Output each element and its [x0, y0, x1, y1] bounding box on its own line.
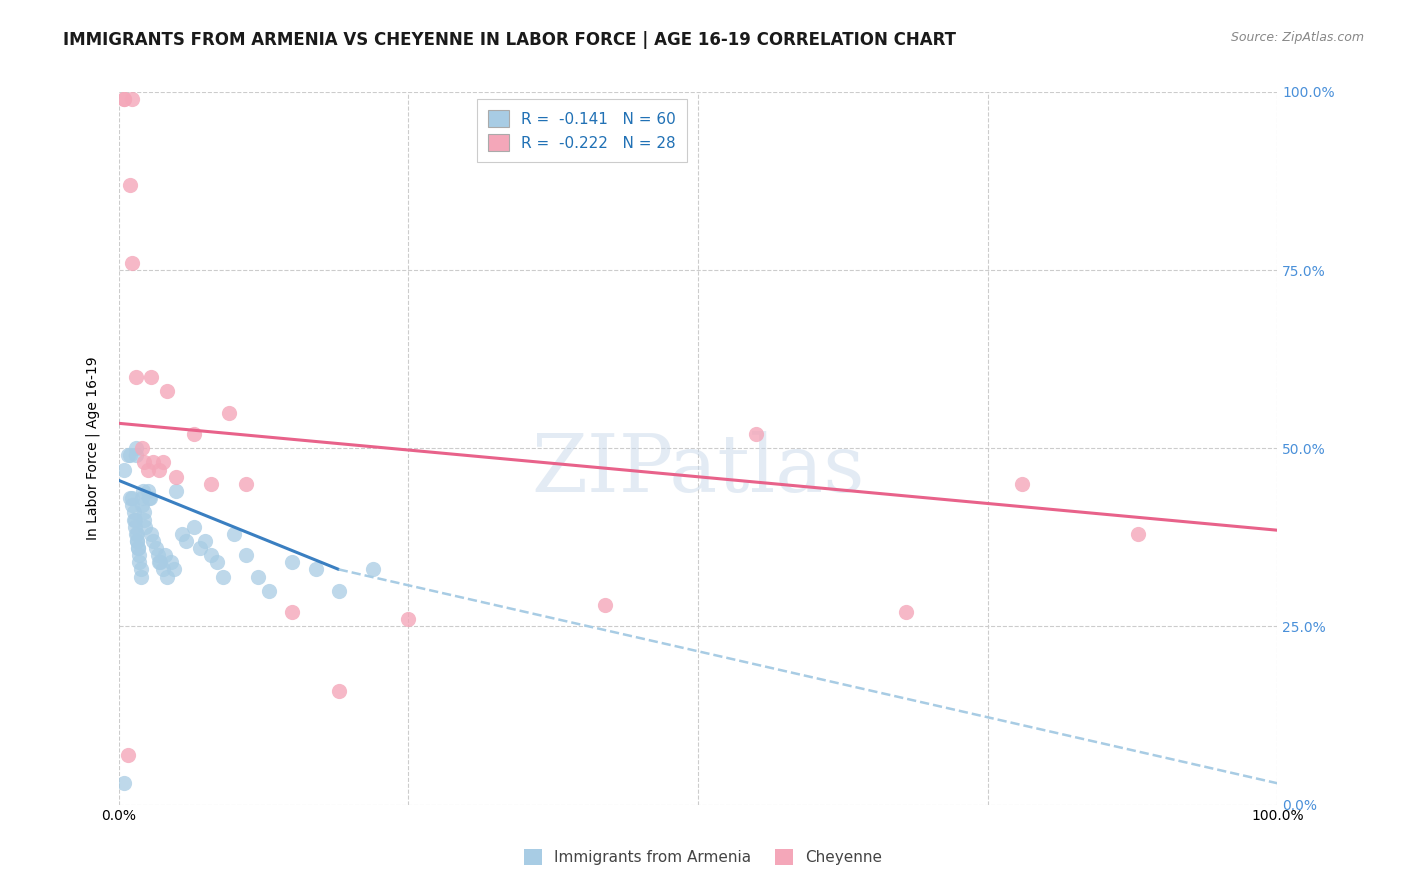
- Point: [194, 533, 217, 548]
- Point: [205, 555, 228, 569]
- Point: [146, 548, 169, 562]
- Point: [120, 178, 142, 192]
- Point: [112, 776, 135, 790]
- Point: [122, 512, 145, 526]
- Point: [145, 541, 167, 555]
- Point: [281, 605, 304, 619]
- Point: [163, 562, 186, 576]
- Point: [124, 512, 146, 526]
- Point: [156, 384, 179, 399]
- Point: [153, 548, 176, 562]
- Point: [224, 526, 246, 541]
- Point: [136, 483, 159, 498]
- Point: [139, 526, 162, 541]
- Point: [117, 449, 139, 463]
- Point: [139, 491, 162, 505]
- Point: [396, 612, 419, 626]
- Point: [235, 548, 257, 562]
- Point: [125, 442, 148, 456]
- Point: [166, 483, 188, 498]
- Point: [593, 598, 616, 612]
- Point: [139, 370, 162, 384]
- Point: [127, 541, 149, 555]
- Point: [127, 533, 149, 548]
- Point: [304, 562, 326, 576]
- Point: [117, 747, 139, 762]
- Point: [148, 462, 170, 476]
- Point: [257, 583, 280, 598]
- Point: [129, 569, 152, 583]
- Legend: Immigrants from Armenia, Cheyenne: Immigrants from Armenia, Cheyenne: [517, 843, 889, 871]
- Point: [132, 512, 155, 526]
- Point: [200, 548, 222, 562]
- Point: [134, 519, 156, 533]
- Point: [129, 562, 152, 576]
- Point: [1128, 526, 1150, 541]
- Point: [142, 455, 165, 469]
- Y-axis label: In Labor Force | Age 16-19: In Labor Force | Age 16-19: [86, 357, 100, 540]
- Point: [120, 449, 142, 463]
- Point: [120, 491, 142, 505]
- Point: [166, 469, 188, 483]
- Point: [152, 455, 174, 469]
- Point: [125, 449, 148, 463]
- Point: [127, 526, 149, 541]
- Point: [132, 483, 155, 498]
- Text: IMMIGRANTS FROM ARMENIA VS CHEYENNE IN LABOR FORCE | AGE 16-19 CORRELATION CHART: IMMIGRANTS FROM ARMENIA VS CHEYENNE IN L…: [63, 31, 956, 49]
- Point: [149, 555, 172, 569]
- Point: [132, 505, 155, 519]
- Point: [183, 427, 205, 442]
- Point: [138, 491, 160, 505]
- Point: [131, 491, 153, 505]
- Point: [121, 256, 143, 270]
- Point: [142, 533, 165, 548]
- Point: [132, 455, 155, 469]
- Point: [328, 583, 350, 598]
- Point: [745, 427, 768, 442]
- Point: [200, 476, 222, 491]
- Point: [127, 541, 149, 555]
- Point: [121, 92, 143, 106]
- Point: [896, 605, 918, 619]
- Point: [246, 569, 269, 583]
- Point: [281, 555, 304, 569]
- Point: [156, 569, 179, 583]
- Point: [122, 505, 145, 519]
- Point: [112, 92, 135, 106]
- Point: [328, 683, 350, 698]
- Point: [112, 92, 135, 106]
- Point: [152, 562, 174, 576]
- Point: [128, 548, 150, 562]
- Point: [148, 555, 170, 569]
- Point: [211, 569, 233, 583]
- Point: [235, 476, 257, 491]
- Point: [125, 526, 148, 541]
- Text: ZIPatlas: ZIPatlas: [531, 431, 865, 508]
- Point: [172, 526, 194, 541]
- Point: [136, 462, 159, 476]
- Point: [128, 555, 150, 569]
- Text: Source: ZipAtlas.com: Source: ZipAtlas.com: [1230, 31, 1364, 45]
- Point: [159, 555, 181, 569]
- Point: [125, 370, 148, 384]
- Point: [174, 533, 197, 548]
- Point: [127, 533, 149, 548]
- Point: [112, 462, 135, 476]
- Point: [218, 406, 240, 420]
- Point: [188, 541, 211, 555]
- Point: [363, 562, 385, 576]
- Point: [183, 519, 205, 533]
- Point: [124, 519, 146, 533]
- Point: [131, 498, 153, 512]
- Point: [131, 442, 153, 456]
- Legend: R =  -0.141   N = 60, R =  -0.222   N = 28: R = -0.141 N = 60, R = -0.222 N = 28: [477, 100, 688, 161]
- Point: [121, 498, 143, 512]
- Point: [121, 491, 143, 505]
- Point: [1011, 476, 1033, 491]
